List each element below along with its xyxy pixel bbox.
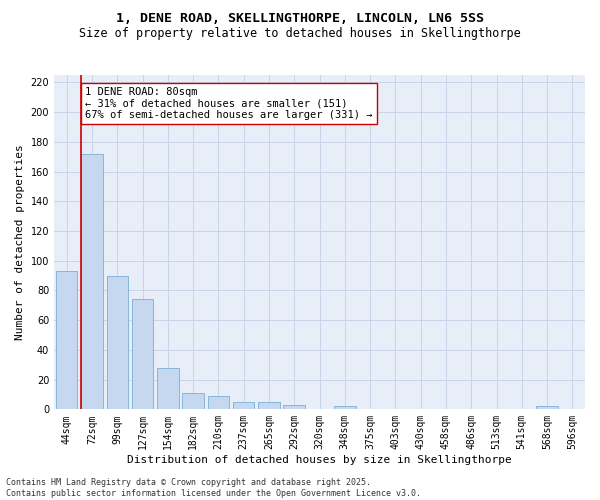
X-axis label: Distribution of detached houses by size in Skellingthorpe: Distribution of detached houses by size … <box>127 455 512 465</box>
Bar <box>233 402 254 409</box>
Bar <box>283 405 305 409</box>
Bar <box>81 154 103 409</box>
Text: Size of property relative to detached houses in Skellingthorpe: Size of property relative to detached ho… <box>79 28 521 40</box>
Bar <box>56 271 77 409</box>
Bar <box>334 406 356 410</box>
Y-axis label: Number of detached properties: Number of detached properties <box>15 144 25 340</box>
Bar <box>157 368 179 410</box>
Text: 1 DENE ROAD: 80sqm
← 31% of detached houses are smaller (151)
67% of semi-detach: 1 DENE ROAD: 80sqm ← 31% of detached hou… <box>85 87 373 120</box>
Bar <box>208 396 229 409</box>
Bar <box>182 393 204 409</box>
Bar <box>536 406 558 410</box>
Bar <box>258 402 280 409</box>
Bar <box>132 300 153 410</box>
Bar <box>107 276 128 409</box>
Text: Contains HM Land Registry data © Crown copyright and database right 2025.
Contai: Contains HM Land Registry data © Crown c… <box>6 478 421 498</box>
Text: 1, DENE ROAD, SKELLINGTHORPE, LINCOLN, LN6 5SS: 1, DENE ROAD, SKELLINGTHORPE, LINCOLN, L… <box>116 12 484 26</box>
